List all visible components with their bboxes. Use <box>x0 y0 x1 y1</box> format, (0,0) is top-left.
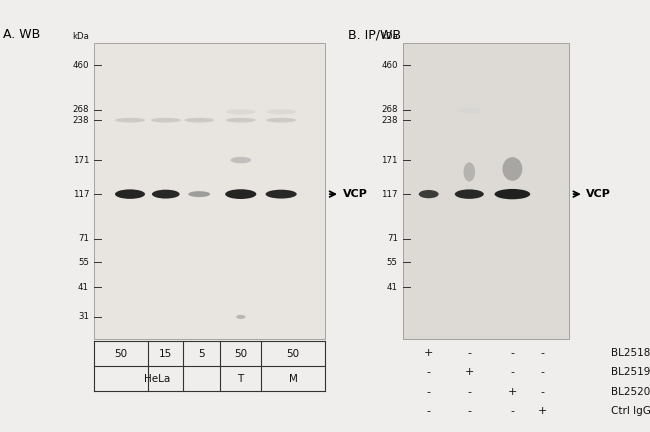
Text: -: - <box>426 406 431 416</box>
Text: Ctrl IgG IP: Ctrl IgG IP <box>611 406 650 416</box>
Ellipse shape <box>266 118 296 123</box>
Text: -: - <box>540 367 544 378</box>
Text: 460: 460 <box>382 61 398 70</box>
Ellipse shape <box>266 109 296 114</box>
Text: BL2520 IP: BL2520 IP <box>611 387 650 397</box>
Text: -: - <box>467 387 471 397</box>
Text: -: - <box>540 348 544 358</box>
Text: 71: 71 <box>387 234 398 243</box>
Text: kDa: kDa <box>72 32 89 41</box>
Ellipse shape <box>188 191 210 197</box>
Text: -: - <box>467 406 471 416</box>
Text: BL2518 IP: BL2518 IP <box>611 348 650 358</box>
Text: M: M <box>289 374 298 384</box>
Text: B. IP/WB: B. IP/WB <box>348 28 401 41</box>
Text: 238: 238 <box>73 116 89 125</box>
Text: -: - <box>510 406 514 416</box>
Ellipse shape <box>230 157 251 163</box>
Ellipse shape <box>226 118 256 123</box>
Text: A. WB: A. WB <box>3 28 40 41</box>
Ellipse shape <box>463 162 475 181</box>
Text: VCP: VCP <box>343 189 367 199</box>
Ellipse shape <box>151 118 181 123</box>
Text: 50: 50 <box>287 349 300 359</box>
Ellipse shape <box>458 108 481 114</box>
Ellipse shape <box>502 157 523 181</box>
Text: 117: 117 <box>73 190 89 199</box>
Ellipse shape <box>266 190 297 199</box>
Text: 117: 117 <box>382 190 398 199</box>
Bar <box>403 43 569 339</box>
Text: +: + <box>538 406 547 416</box>
Text: 41: 41 <box>78 283 89 292</box>
Text: -: - <box>467 348 471 358</box>
Text: 50: 50 <box>114 349 127 359</box>
Text: -: - <box>510 367 514 378</box>
Text: 55: 55 <box>387 257 398 267</box>
Ellipse shape <box>152 190 179 199</box>
Text: BL2519 IP: BL2519 IP <box>611 367 650 378</box>
Text: HeLa: HeLa <box>144 374 170 384</box>
Text: -: - <box>426 387 431 397</box>
Text: 15: 15 <box>159 349 172 359</box>
Text: 5: 5 <box>198 349 205 359</box>
Ellipse shape <box>419 190 439 198</box>
Text: 31: 31 <box>78 312 89 321</box>
Text: 50: 50 <box>234 349 247 359</box>
Text: +: + <box>508 387 517 397</box>
Text: 71: 71 <box>78 234 89 243</box>
Ellipse shape <box>455 189 484 199</box>
Text: 171: 171 <box>73 156 89 165</box>
Text: 41: 41 <box>387 283 398 292</box>
Ellipse shape <box>495 189 530 199</box>
Text: T: T <box>237 374 244 384</box>
Text: -: - <box>426 367 431 378</box>
Text: -: - <box>540 387 544 397</box>
Ellipse shape <box>236 315 246 319</box>
Text: +: + <box>465 367 474 378</box>
Text: 268: 268 <box>73 105 89 114</box>
Bar <box>94 43 325 339</box>
Ellipse shape <box>115 189 145 199</box>
Text: 55: 55 <box>78 257 89 267</box>
Text: 171: 171 <box>382 156 398 165</box>
Text: VCP: VCP <box>586 189 611 199</box>
Text: 268: 268 <box>382 105 398 114</box>
Ellipse shape <box>226 109 256 114</box>
Ellipse shape <box>184 118 214 123</box>
Ellipse shape <box>115 118 145 123</box>
Text: +: + <box>424 348 434 358</box>
Text: 238: 238 <box>382 116 398 125</box>
Ellipse shape <box>225 189 256 199</box>
Text: -: - <box>510 348 514 358</box>
Text: kDa: kDa <box>381 32 398 41</box>
Text: 460: 460 <box>73 61 89 70</box>
